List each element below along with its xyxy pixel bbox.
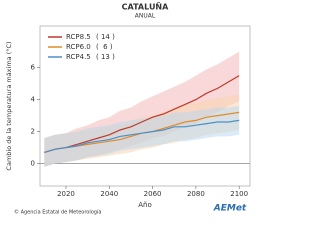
y-tick-label: 2 — [31, 128, 35, 136]
x-axis-label: Año — [138, 201, 152, 209]
y-tick-label: 0 — [31, 160, 35, 168]
chart: CATALUÑA ANUAL Año Cambio de la temperat… — [5, 2, 251, 216]
legend-label: RCP4.5 — [66, 53, 91, 61]
x-tick-label: 2040 — [100, 190, 118, 198]
legend-note: ( 14 ) — [96, 33, 115, 41]
legend-label: RCP8.5 — [66, 33, 91, 41]
legend-label: RCP6.0 — [66, 43, 91, 51]
y-tick-label: 4 — [31, 96, 36, 104]
series-line — [44, 119, 240, 153]
x-tick-label: 2020 — [57, 190, 75, 198]
y-tick-label: 6 — [31, 64, 36, 72]
footer-agency: © Agencia Estatal de Meteorología — [14, 209, 101, 216]
legend-note: ( 6 ) — [96, 43, 113, 51]
logo: AEMet — [213, 204, 247, 214]
x-tick-label: 2100 — [230, 190, 248, 198]
chart-subtitle: ANUAL — [135, 13, 156, 20]
y-axis-label: Cambio de la temperatura máxima (°C) — [5, 41, 13, 170]
series-line — [44, 75, 240, 153]
chart-title: CATALUÑA — [122, 2, 169, 12]
x-tick-label: 2060 — [144, 190, 162, 198]
legend-note: ( 13 ) — [96, 53, 115, 61]
plot-frame — [39, 25, 251, 187]
x-tick-label: 2080 — [187, 190, 205, 198]
